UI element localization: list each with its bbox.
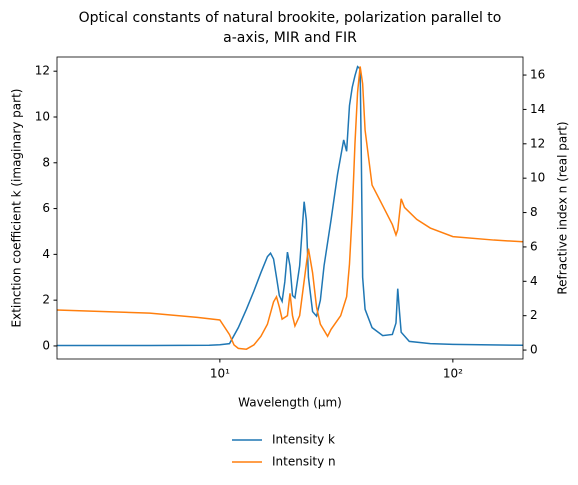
y2-axis-label: Refractive index n (real part) [556, 121, 570, 294]
x-tick-label: 10¹ [210, 367, 230, 381]
y2-tick-label: 4 [530, 274, 538, 288]
x-axis-label: Wavelength (μm) [238, 396, 342, 410]
chart-title: a-axis, MIR and FIR [223, 30, 357, 46]
y2-tick-label: 12 [530, 136, 545, 150]
y2-tick-label: 8 [530, 205, 538, 219]
plot-frame [56, 56, 524, 360]
y2-tick-label: 16 [530, 68, 545, 82]
y2-tick-label: 10 [530, 171, 545, 185]
y2-tick-label: 6 [530, 239, 538, 253]
y2-tick-label: 14 [530, 102, 545, 116]
y-tick-label: 12 [35, 64, 50, 78]
y-axis-label: Extinction coefficient k (imaginary part… [10, 89, 24, 328]
data-line [57, 65, 524, 347]
y-tick-label: 6 [42, 201, 50, 215]
data-line [56, 66, 524, 350]
x-tick-label: 10² [443, 367, 463, 381]
legend-label: Intensity n [272, 455, 336, 469]
legend-label: Intensity k [272, 433, 335, 447]
y-tick-label: 4 [42, 247, 50, 261]
y-tick-label: 10 [35, 109, 50, 123]
y2-tick-label: 2 [530, 308, 538, 322]
y2-tick-label: 0 [530, 343, 538, 357]
y-tick-label: 8 [42, 155, 50, 169]
chart-title: Optical constants of natural brookite, p… [79, 10, 502, 26]
y-tick-label: 0 [42, 338, 50, 352]
y-tick-label: 2 [42, 293, 50, 307]
